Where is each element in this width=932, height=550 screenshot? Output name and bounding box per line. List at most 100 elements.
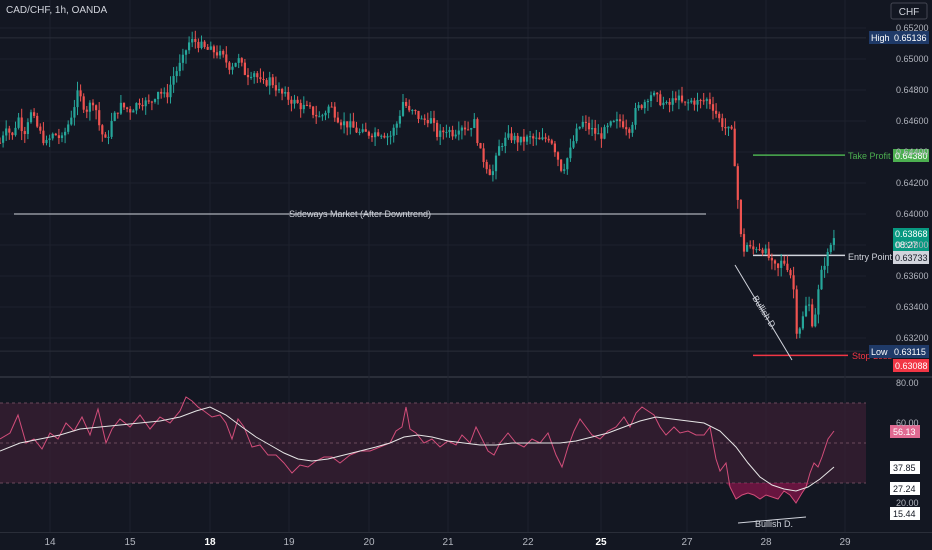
candle-body <box>284 92 287 94</box>
candle-body <box>789 270 792 276</box>
rsi-level-b: 15.44 <box>893 509 916 519</box>
stop-loss-tag <box>893 359 929 372</box>
candle-body <box>318 116 321 118</box>
candle-body <box>436 122 439 137</box>
candle-body <box>467 129 470 131</box>
candle-body <box>246 74 250 78</box>
candlestick-series <box>0 30 835 339</box>
candle-body <box>0 142 2 144</box>
stop-loss-tag-value: 0.63088 <box>895 361 928 371</box>
candle-body <box>408 105 411 111</box>
time-tick-label: 22 <box>522 537 534 548</box>
low-tag <box>869 345 929 358</box>
candle-body <box>271 77 274 86</box>
rsi-series <box>0 396 835 504</box>
levels <box>0 37 866 524</box>
candle-body <box>219 51 222 56</box>
candle-body <box>600 133 603 139</box>
high-tag-label: High <box>871 33 890 43</box>
candle-body <box>51 133 54 139</box>
candle-body <box>132 110 135 113</box>
candle-body <box>693 100 696 105</box>
candle-body <box>560 159 563 171</box>
candle-body <box>680 95 684 102</box>
candle-body <box>581 121 584 127</box>
candle-body <box>302 104 305 110</box>
rsi-oversold-fill <box>716 483 812 503</box>
candle-body <box>414 110 417 112</box>
candle-body <box>135 103 138 111</box>
candle-body <box>237 58 240 63</box>
low-tag-value: 0.63115 <box>894 347 926 357</box>
candle-body <box>116 112 119 114</box>
candle-body <box>308 105 312 107</box>
currency-box[interactable] <box>890 2 928 20</box>
candle-body <box>764 248 767 254</box>
candle-body <box>212 46 215 53</box>
pane-separator <box>0 376 932 378</box>
candle-body <box>587 122 591 130</box>
candle-body <box>432 118 436 123</box>
candle-body <box>253 73 256 77</box>
price-tick-label: 0.63200 <box>896 333 929 343</box>
candle-body <box>513 135 516 141</box>
candle-body <box>305 104 308 106</box>
candle-body <box>188 42 191 51</box>
candle-body <box>767 248 770 258</box>
candle-body <box>339 122 343 126</box>
candle-body <box>411 110 414 112</box>
candle-body <box>606 125 609 128</box>
rsi-bullish-divergence-label: Bullish D. <box>755 519 793 529</box>
rsi-band <box>0 402 866 484</box>
candle-body <box>649 95 653 101</box>
candle-body <box>172 76 175 85</box>
candle-body <box>364 129 367 132</box>
candle-body <box>572 141 575 148</box>
candle-body <box>482 148 485 162</box>
candle-body <box>733 128 736 167</box>
candle-body <box>36 115 39 127</box>
candle-body <box>777 263 780 268</box>
candle-body <box>783 260 786 264</box>
candle-body <box>29 112 33 123</box>
candle-body <box>662 102 665 106</box>
rsi-ma-value: 37.85 <box>893 463 916 473</box>
candle-body <box>814 314 817 327</box>
candle-body <box>45 139 48 144</box>
candle-body <box>755 249 758 251</box>
high-tag <box>869 31 929 44</box>
candle-body <box>8 128 11 133</box>
candle-body <box>494 155 498 172</box>
candle-body <box>804 305 808 317</box>
countdown-value: 08:27 <box>895 240 918 250</box>
bullish-divergence-label: Bullish D. <box>750 294 779 332</box>
time-axis-border <box>0 532 932 533</box>
currency-label[interactable]: CHF <box>899 7 920 18</box>
candle-body <box>603 127 606 139</box>
candle-body <box>33 112 36 116</box>
candle-body <box>739 199 742 235</box>
candle-body <box>166 92 169 98</box>
candle-body <box>569 147 572 159</box>
candle-body <box>377 132 380 136</box>
candle-body <box>668 101 671 105</box>
candle-body <box>215 52 219 56</box>
candle-body <box>175 71 178 77</box>
candle-body <box>259 77 262 79</box>
rsi-level-a-tag <box>890 482 920 495</box>
candle-body <box>609 121 612 126</box>
candle-body <box>808 304 811 306</box>
candle-body <box>727 126 730 129</box>
candle-body <box>349 121 352 128</box>
candle-body <box>460 127 463 131</box>
candle-body <box>79 90 82 97</box>
candle-body <box>234 62 237 67</box>
candle-body <box>715 110 718 114</box>
candle-body <box>659 94 662 106</box>
candle-body <box>250 76 253 78</box>
candle-body <box>380 135 383 137</box>
candle-body <box>553 143 556 153</box>
candle-body <box>674 98 677 101</box>
candle-body <box>240 58 243 63</box>
